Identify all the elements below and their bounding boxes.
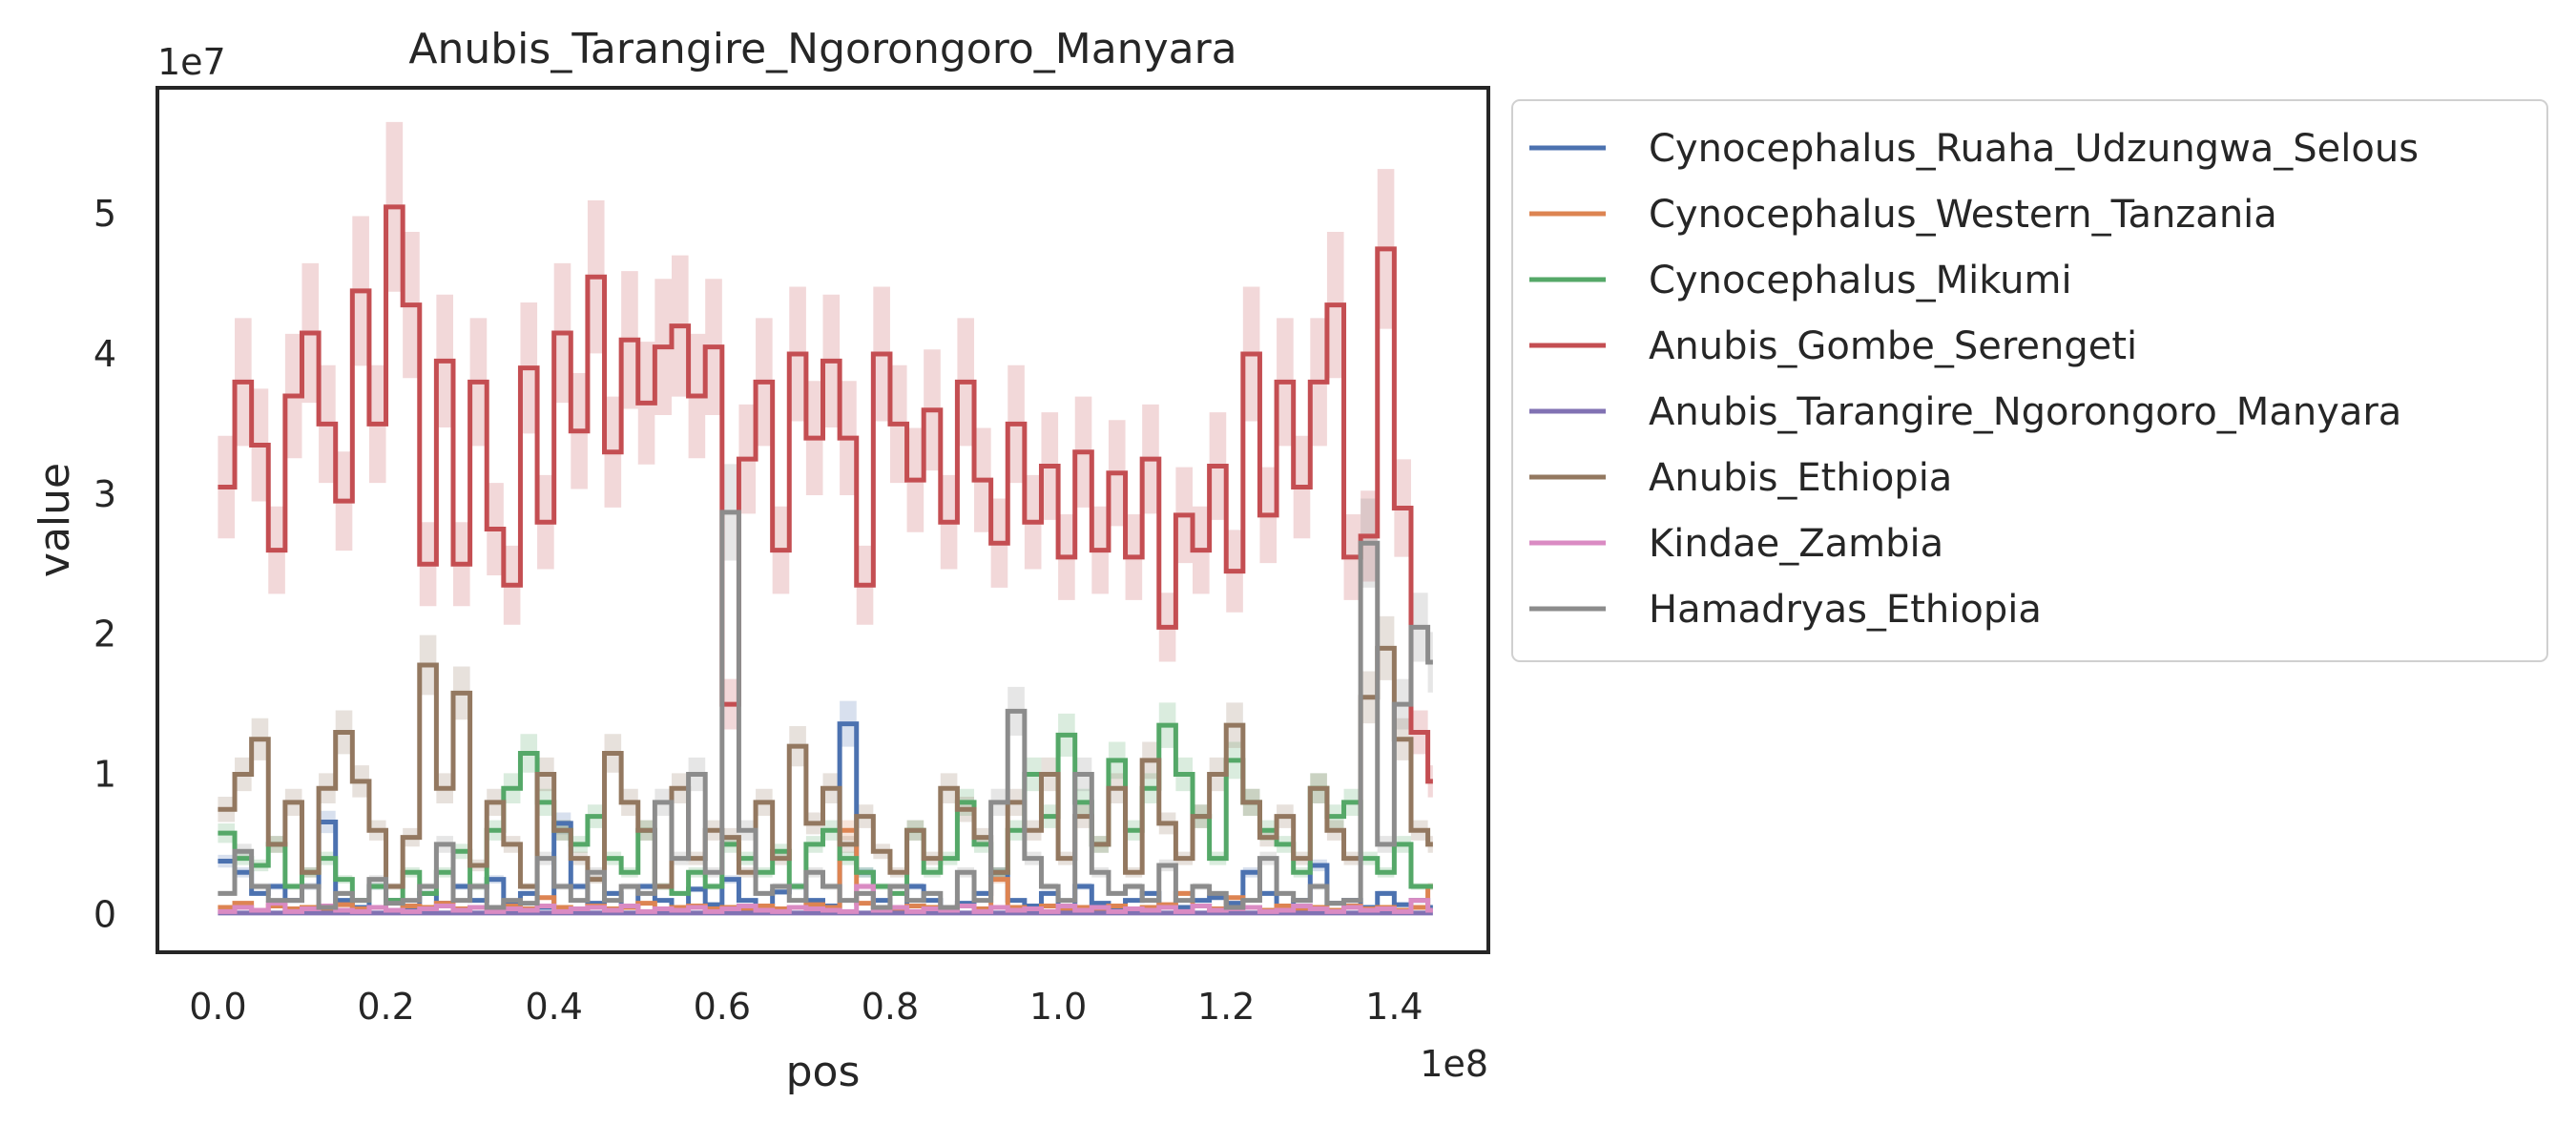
y-tick-label: 0 (93, 893, 116, 935)
series-lines (218, 204, 1433, 916)
x-axis-ticks: 0.0 0.2 0.4 0.6 0.8 1.0 1.2 1.4 (189, 986, 1423, 1028)
legend-label: Anubis_Gombe_Serengeti (1649, 324, 2137, 368)
legend-label: Anubis_Tarangire_Ngorongoro_Manyara (1649, 390, 2401, 434)
legend-label: Kindae_Zambia (1649, 522, 1943, 566)
legend-label: Anubis_Ethiopia (1649, 456, 1952, 500)
legend-label: Cynocephalus_Ruaha_Udzungwa_Selous (1649, 127, 2419, 171)
y-tick-label: 2 (93, 614, 116, 656)
x-tick-label: 0.4 (525, 986, 582, 1028)
legend-label: Hamadryas_Ethiopia (1649, 588, 2042, 632)
series-line (218, 204, 1433, 784)
x-tick-label: 0.2 (357, 986, 414, 1028)
x-tick-label: 0.6 (694, 986, 751, 1028)
confidence-band (218, 121, 1433, 798)
legend: Cynocephalus_Ruaha_Udzungwa_Selous Cynoce… (1511, 99, 2548, 662)
y-axis-label: value (31, 463, 79, 577)
chart-title: Anubis_Tarangire_Ngorongoro_Manyara (408, 25, 1236, 73)
x-tick-label: 1.0 (1029, 986, 1087, 1028)
x-axis-offset-text: 1e8 (1420, 1043, 1488, 1085)
plot-frame (156, 86, 1490, 954)
x-tick-label: 1.4 (1365, 986, 1423, 1028)
y-axis-offset-text: 1e7 (157, 41, 226, 83)
y-tick-label: 3 (93, 473, 116, 515)
x-tick-label: 1.2 (1197, 986, 1255, 1028)
legend-label: Cynocephalus_Mikumi (1649, 259, 2072, 302)
plot-area (156, 86, 1490, 954)
confidence-band (218, 464, 1433, 908)
legend-box (1511, 99, 2548, 662)
series-line (218, 510, 1433, 910)
x-tick-label: 0.8 (862, 986, 919, 1028)
y-tick-label: 5 (93, 193, 116, 235)
legend-label: Cynocephalus_Western_Tanzania (1649, 193, 2277, 237)
confidence-bands (218, 121, 1433, 914)
x-axis-label: pos (786, 1048, 861, 1096)
confidence-band (218, 615, 1433, 890)
y-tick-label: 1 (93, 754, 116, 796)
y-axis-ticks: 0 1 2 3 4 5 (93, 193, 116, 935)
y-tick-label: 4 (93, 333, 116, 375)
series-line (218, 645, 1433, 889)
x-tick-label: 0.0 (189, 986, 246, 1028)
